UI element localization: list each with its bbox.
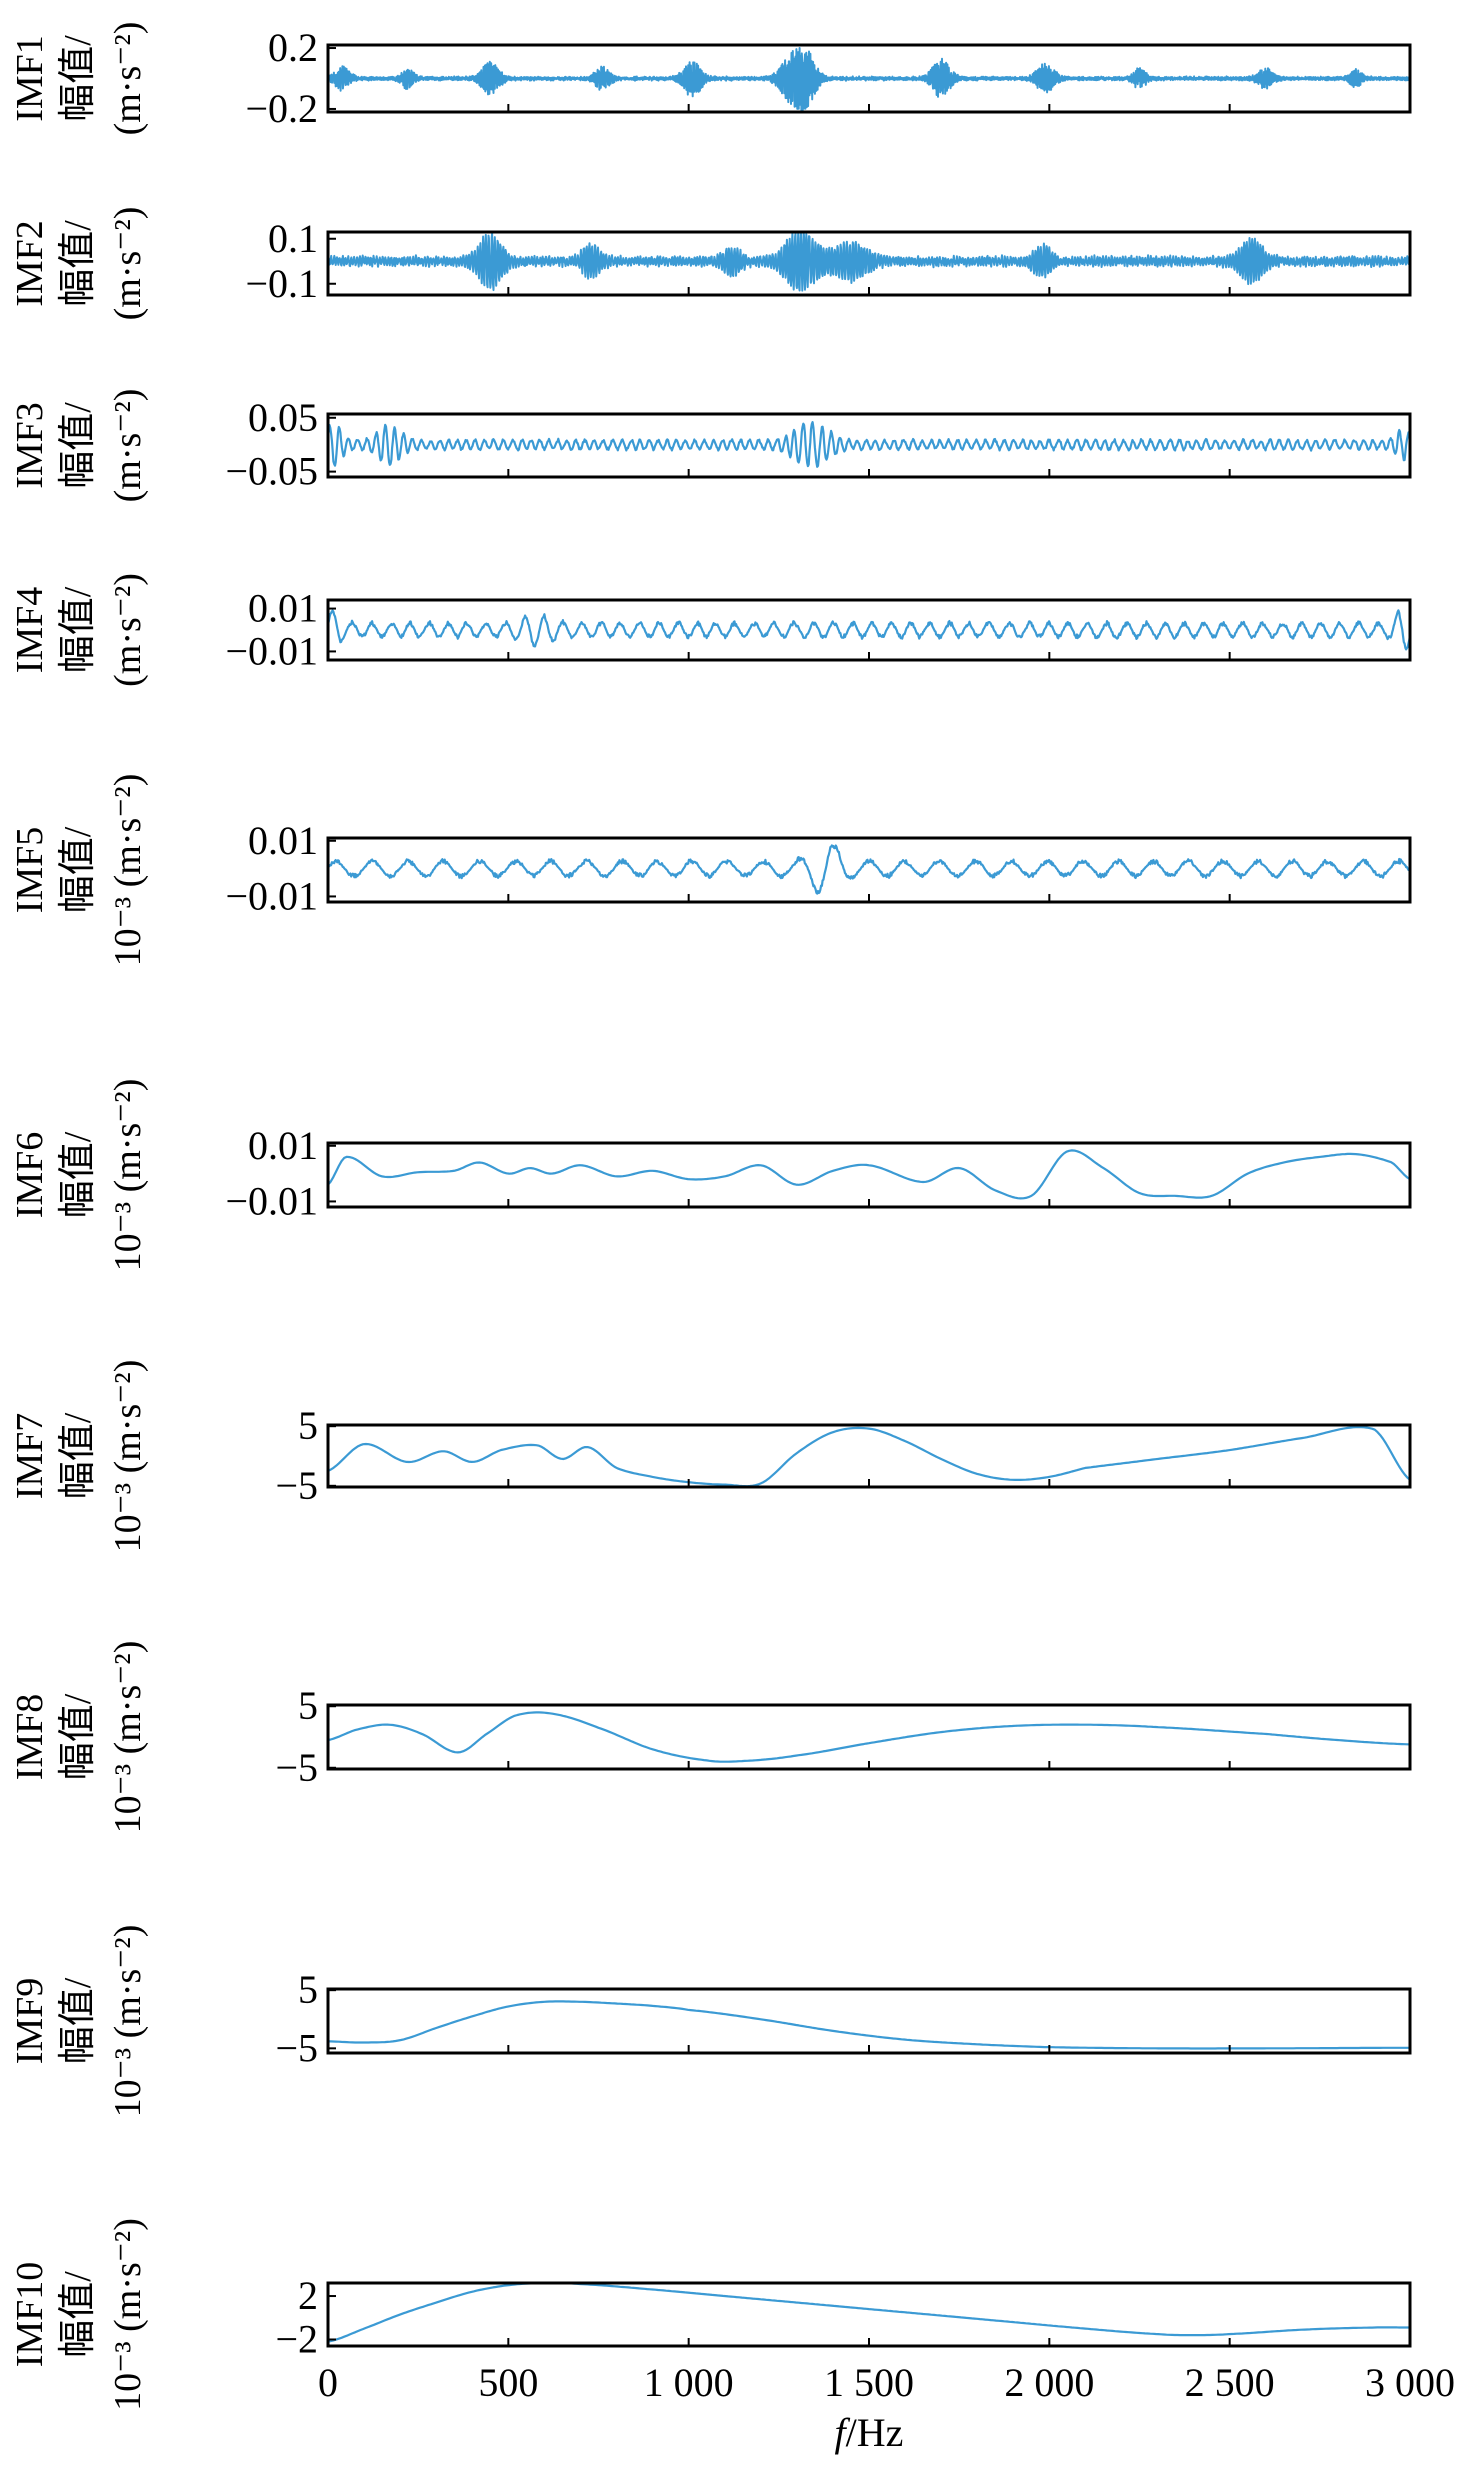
y-axis-label: 幅值/	[57, 1693, 99, 1780]
y-axis-label: (m·s⁻²)	[107, 207, 149, 321]
panel-imf9: 5 −5 IMF9 幅值/10⁻³ (m·s⁻²)	[9, 1925, 1412, 2118]
series-line-imf1	[327, 47, 1411, 112]
x-tick-label: 3 000	[1365, 2360, 1455, 2405]
y-tick-label: −0.2	[245, 86, 318, 131]
y-axis-label: 幅值/	[57, 1977, 99, 2064]
y-axis-label: (m·s⁻²)	[107, 389, 149, 503]
series-line-imf5	[326, 844, 1412, 895]
y-axis-label: 幅值/	[57, 2271, 99, 2358]
y-tick-label: −5	[275, 1463, 318, 1508]
panel-imf6: 0.01 −0.01 IMF6 幅值/10⁻³ (m·s⁻²)	[9, 1079, 1412, 1272]
panel-imf3: 0.05 −0.05 IMF3 幅值/(m·s⁻²)	[9, 389, 1412, 503]
series-line-imf4	[326, 609, 1412, 651]
panel-frame	[326, 1703, 1412, 1771]
y-axis-label: (m·s⁻²)	[107, 22, 149, 136]
panel-frame	[326, 1141, 1412, 1209]
y-axis-label: IMF10	[9, 2262, 51, 2368]
panel-frame	[326, 2281, 1412, 2348]
y-tick-label: −0.01	[225, 873, 318, 918]
y-tick-label: 0.01	[248, 1123, 318, 1168]
y-tick-label: −5	[275, 1745, 318, 1790]
x-axis-label: f/Hz	[835, 2410, 904, 2455]
y-tick-label: −0.05	[225, 449, 318, 494]
y-axis-label: IMF1	[9, 35, 51, 122]
y-tick-label: 5	[298, 1967, 318, 2012]
y-axis-label: IMF7	[9, 1413, 51, 1500]
y-tick-label: −2	[275, 2316, 318, 2361]
y-axis-label: 10⁻³ (m·s⁻²)	[107, 1079, 149, 1272]
y-axis-label: 10⁻³ (m·s⁻²)	[107, 1925, 149, 2118]
y-axis-label: 10⁻³ (m·s⁻²)	[107, 774, 149, 967]
x-tick-label: 2 500	[1185, 2360, 1275, 2405]
series-line-imf8	[326, 1711, 1412, 1763]
series-line-imf3	[326, 421, 1412, 468]
series-line-imf10	[326, 2281, 1412, 2343]
x-axis: 0 500 1 000 1 500 2 000 2 500 3 000 f/Hz	[318, 2360, 1455, 2455]
y-axis-label: 幅值/	[57, 826, 99, 913]
y-tick-label: 0.1	[268, 216, 318, 261]
y-axis-label: 幅值/	[57, 586, 99, 673]
y-axis-label: 10⁻³ (m·s⁻²)	[107, 1641, 149, 1834]
y-axis-label: IMF8	[9, 1694, 51, 1781]
panel-frame	[326, 1987, 1412, 2055]
y-axis-label: 幅值/	[57, 220, 99, 307]
panel-imf2: 0.1−0.1 IMF2 幅值/(m·s⁻²)	[9, 207, 1412, 321]
y-axis-label: 幅值/	[57, 1412, 99, 1499]
y-tick-label: 2	[298, 2273, 318, 2318]
y-axis-label: 幅值/	[57, 35, 99, 122]
x-tick-label: 1 000	[644, 2360, 734, 2405]
y-axis-label: 幅值/	[57, 1131, 99, 1218]
y-axis-label: IMF3	[9, 402, 51, 489]
panel-imf1: 0.2 −0.2 IMF1 幅值/(m·s⁻²)	[9, 22, 1412, 136]
series-line-imf6	[326, 1149, 1412, 1200]
series-line-imf2	[327, 231, 1411, 292]
x-tick-label: 2 000	[1004, 2360, 1094, 2405]
y-tick-label: 5	[298, 1683, 318, 1728]
y-axis-label: 10⁻³ (m·s⁻²)	[107, 2218, 149, 2411]
panel-imf10: 2−2 IMF10 幅值/10⁻³ (m·s⁻²)	[9, 2218, 1412, 2411]
y-axis-label: 10⁻³ (m·s⁻²)	[107, 1360, 149, 1553]
y-tick-label: 0.05	[248, 395, 318, 440]
y-tick-label: 0.01	[248, 818, 318, 863]
x-tick-label: 500	[478, 2360, 538, 2405]
y-axis-label: IMF2	[9, 220, 51, 307]
y-tick-label: −0.01	[225, 628, 318, 673]
y-axis-label: IMF5	[9, 827, 51, 914]
series-line-imf9	[326, 2000, 1412, 2050]
series-line-imf7	[326, 1426, 1412, 1488]
panel-imf8: 5 −5 IMF8 幅值/10⁻³ (m·s⁻²)	[9, 1641, 1412, 1834]
y-axis-label: IMF4	[9, 587, 51, 674]
panel-imf7: 5 −5 IMF7 幅值/10⁻³ (m·s⁻²)	[9, 1360, 1412, 1553]
y-tick-label: −0.01	[225, 1178, 318, 1223]
x-tick-label: 1 500	[824, 2360, 914, 2405]
y-tick-label: 5	[298, 1403, 318, 1448]
x-tick-label: 0	[318, 2360, 338, 2405]
y-axis-label: (m·s⁻²)	[107, 573, 149, 687]
panel-imf5: 0.01 −0.01 IMF5 幅值/10⁻³ (m·s⁻²)	[9, 774, 1412, 967]
y-tick-label: 0.01	[248, 586, 318, 631]
y-axis-label: IMF6	[9, 1132, 51, 1219]
y-tick-label: −0.1	[245, 261, 318, 306]
y-tick-label: 0.2	[268, 25, 318, 70]
panel-imf4: 0.01−0.01 IMF4 幅值/(m·s⁻²)	[9, 573, 1412, 687]
y-axis-label: IMF9	[9, 1978, 51, 2065]
y-axis-label: 幅值/	[57, 402, 99, 489]
y-tick-label: −5	[275, 2025, 318, 2070]
